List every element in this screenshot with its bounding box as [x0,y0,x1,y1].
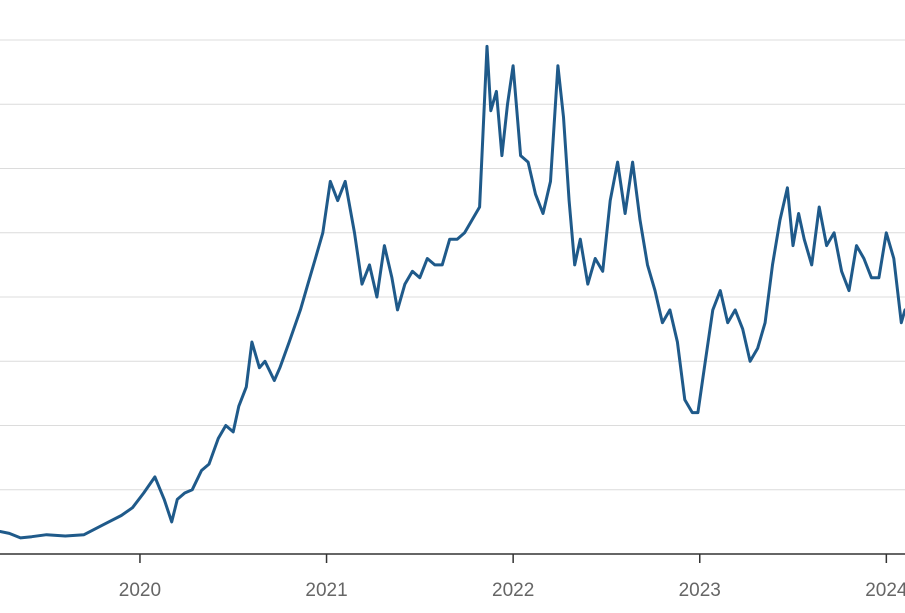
gridlines [0,39,905,491]
x-tick-label: 2023 [679,580,721,601]
x-tick-label: 2022 [492,580,534,601]
x-axis: 2020 2021 2022 2023 2024 [0,553,905,601]
x-tick-label: 2020 [119,580,161,601]
series-group [0,44,905,540]
x-tick-label: 2024 [865,580,905,601]
x-tick-label: 2021 [305,580,347,601]
series-line [0,44,905,540]
